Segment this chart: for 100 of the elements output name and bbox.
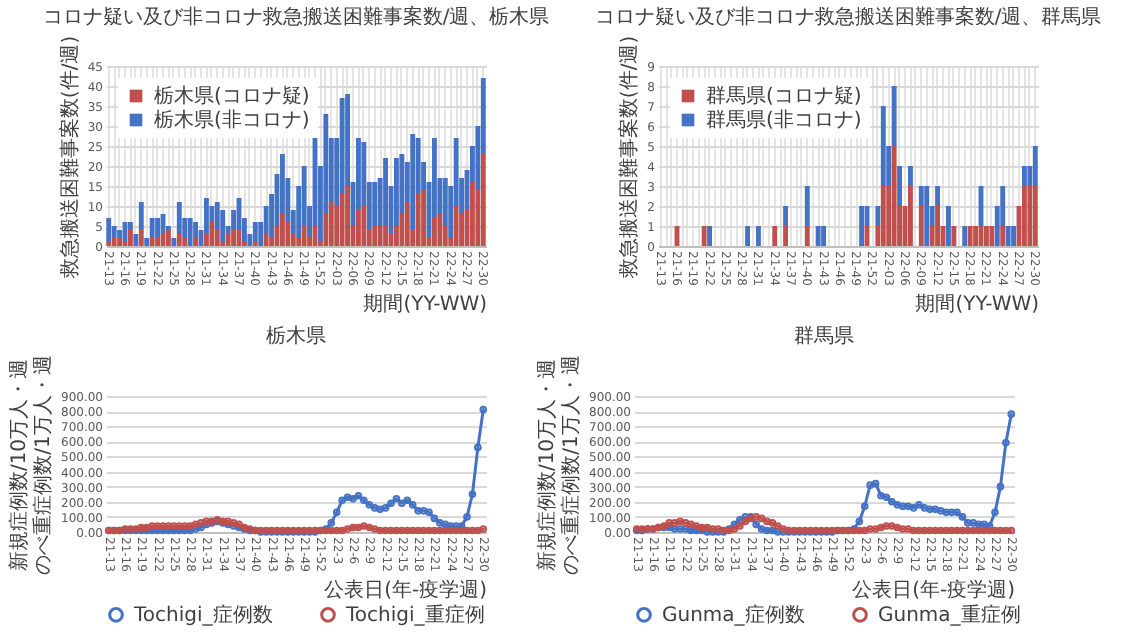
chart-title: コロナ疑い及び非コロナ救急搬送困難事案数/週、群馬県 [594,4,1102,29]
bar [187,218,193,246]
bar [1032,146,1038,186]
bar [421,190,427,246]
bar [804,186,810,226]
bar [193,238,199,246]
bar [951,226,957,246]
bar [138,202,144,230]
bar [783,226,789,246]
y-axis-title: 救急搬送困難事案数(件/週) [57,35,82,281]
chart-title: コロナ疑い及び非コロナ救急搬送困難事案数/週、栃木県 [42,4,550,29]
bar [1021,166,1027,186]
bar [897,166,903,206]
bar [783,206,789,226]
bar [301,226,307,246]
legend-label: Gunma_症例数 [662,602,805,627]
bar [945,206,951,246]
legend-label: Tochigi_重症例 [344,602,485,627]
bar [989,226,995,246]
bar [880,186,886,246]
y-axis-title: 新規症例数/10万人・週のべ重症例数/1万人・週 [7,355,56,575]
bar [372,182,378,226]
legend-label: Tochigi_症例数 [132,602,273,627]
bar [707,226,713,246]
bar [410,134,416,230]
bar [891,146,897,246]
y-axis-title: 新規症例数/10万人・週のべ重症例数/1万人・週 [535,355,584,575]
bar [1027,186,1033,246]
bar [252,222,258,242]
y-axis-title: 救急搬送困難事案数(件/週) [617,35,642,281]
bar [962,226,968,246]
bar [891,86,897,146]
bar [149,238,155,246]
bar [279,214,285,246]
bar [918,206,924,246]
bar [225,234,231,246]
bar [437,214,443,246]
bar [755,226,761,246]
bar [220,210,226,242]
bar [377,226,383,246]
bar [155,238,161,246]
bar [209,222,215,246]
bar [815,226,821,246]
bar [393,158,399,226]
bar [821,226,827,246]
bar [383,226,389,246]
bar [372,226,378,246]
bar [176,202,182,234]
bar [935,186,941,206]
legend-label: 栃木県(コロナ疑) [154,84,310,108]
legend-label: 栃木県(非コロナ) [154,108,310,132]
bar [935,206,941,246]
bar [804,226,810,246]
bar [155,218,161,238]
bar [404,202,410,246]
bar [144,238,150,246]
bar [1021,186,1027,246]
bar [355,210,361,246]
bar [745,226,751,246]
bar [111,238,117,246]
bar [149,218,155,238]
bar [973,226,979,246]
bar [1011,226,1017,246]
legend-label: 群馬県(非コロナ) [706,108,862,132]
x-axis-title: 期間(YY-WW) [915,291,1040,316]
bar [431,218,437,246]
bar [214,230,220,246]
bar [182,238,188,246]
bar [383,158,389,226]
legend-label: Gunma_重症例 [878,602,1021,627]
bar [967,226,973,246]
bar [880,106,886,186]
legend-label: 群馬県(コロナ疑) [706,84,862,108]
bar [701,226,707,246]
bar [1032,186,1038,246]
bar [1000,226,1006,246]
bar [171,238,177,246]
bar [117,230,123,238]
bar [907,166,913,186]
x-axis-title: 公表日(年-疫学週) [324,577,488,602]
bar [361,206,367,246]
bar [875,206,881,226]
bar [480,154,486,246]
chart-title: 群馬県 [794,324,854,349]
bar [1005,226,1011,246]
bar [459,214,465,246]
bar [772,226,778,246]
bar [111,226,117,238]
bar [859,206,865,246]
bar [133,234,139,246]
bar [345,186,351,246]
x-axis-title: 公表日(年-疫学週) [852,577,1016,602]
bar [453,206,459,246]
bar [469,182,475,246]
bar [193,222,199,238]
x-axis-title: 期間(YY-WW) [363,291,488,316]
bar [328,202,334,246]
bar [127,230,133,246]
bar [231,230,237,246]
chart-title: 栃木県 [266,324,326,349]
